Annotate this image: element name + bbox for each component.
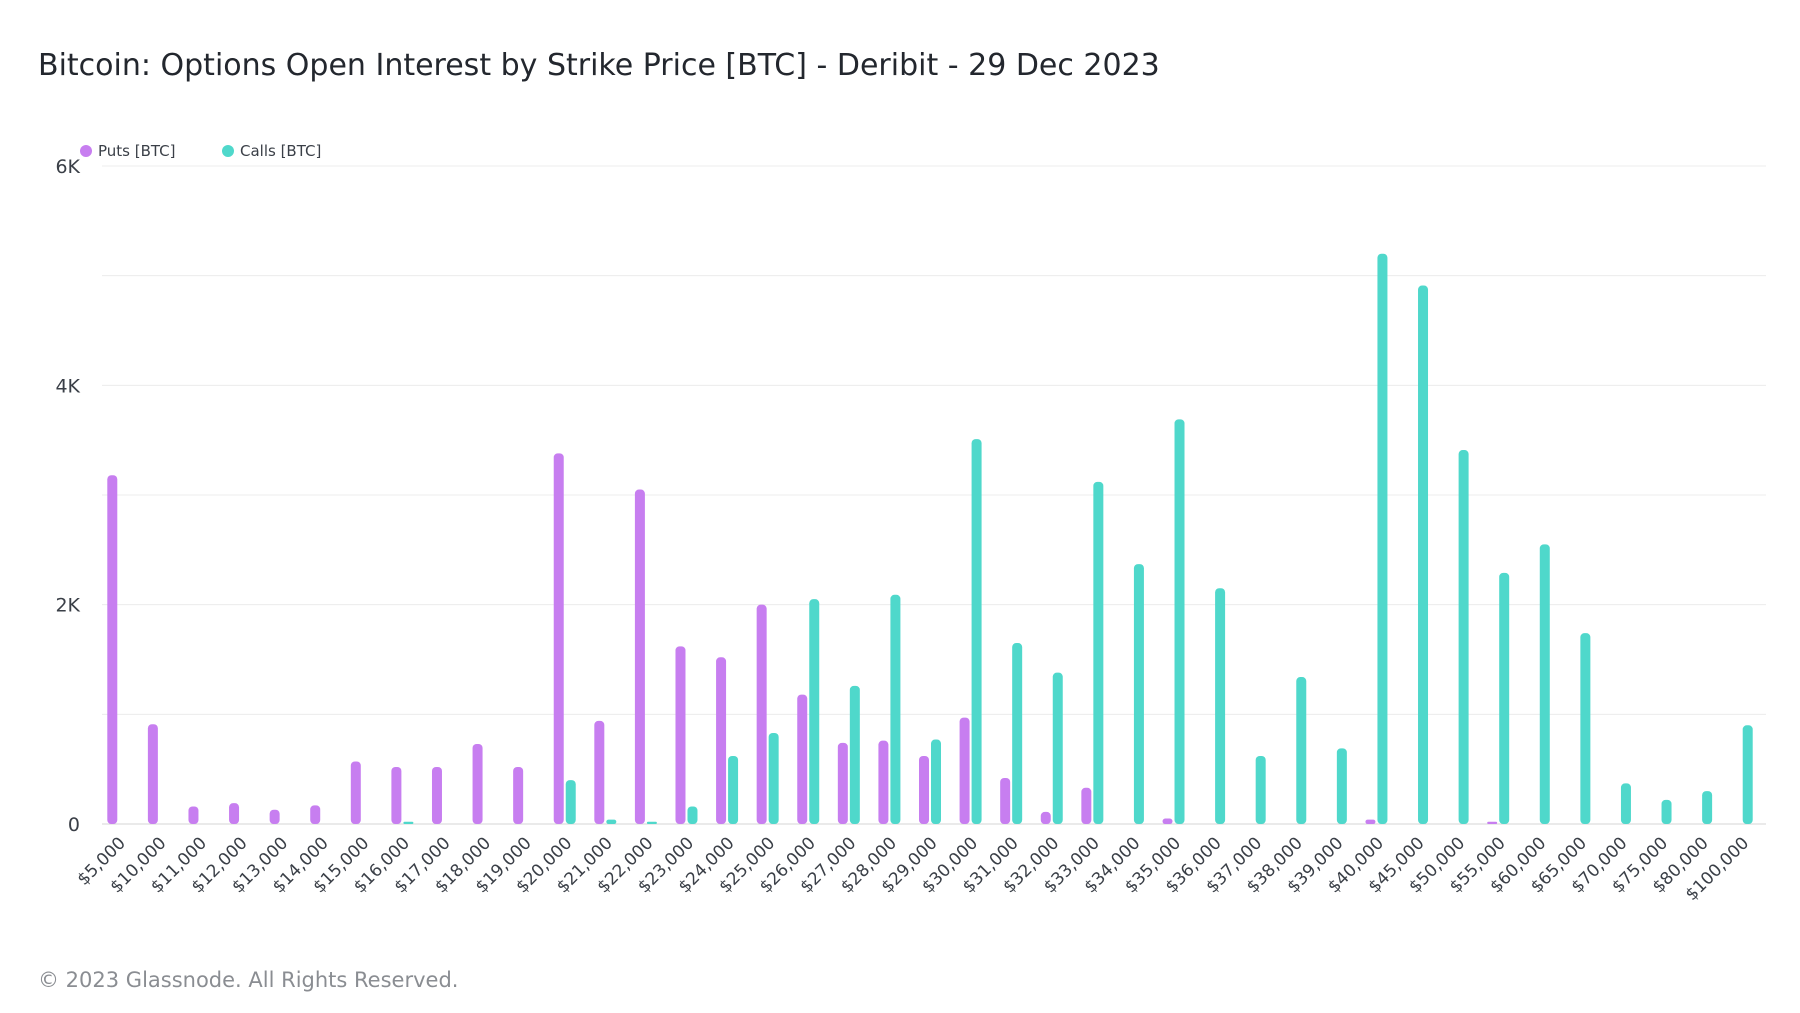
calls-bar	[1458, 450, 1469, 824]
calls-bar	[1174, 419, 1185, 824]
calls-bar	[1336, 748, 1347, 824]
calls-bar	[1215, 588, 1226, 824]
calls-bar	[1012, 643, 1023, 824]
puts-bar	[1040, 811, 1051, 824]
calls-bar	[1661, 799, 1672, 824]
legend-calls-label: Calls [BTC]	[240, 142, 321, 160]
y-tick-label: 4K	[55, 375, 80, 397]
puts-bar	[837, 742, 848, 824]
puts-bar	[959, 717, 970, 824]
puts-bar	[1081, 787, 1092, 824]
puts-bar	[350, 761, 361, 824]
x-axis-ticks: $5,000$10,000$11,000$12,000$13,000$14,00…	[74, 833, 1754, 905]
puts-bar	[310, 805, 321, 824]
legend-puts-label: Puts [BTC]	[98, 142, 176, 160]
calls-bar	[1620, 783, 1631, 824]
copyright-footer: © 2023 Glassnode. All Rights Reserved.	[38, 968, 458, 992]
chart-title: Bitcoin: Options Open Interest by Strike…	[38, 48, 1160, 83]
y-axis-ticks: 0 2K 4K 6K	[55, 156, 80, 836]
puts-bar	[188, 806, 199, 824]
calls-bar	[768, 732, 779, 824]
calls-bar	[890, 594, 901, 824]
calls-bar	[687, 806, 698, 824]
puts-bar	[472, 743, 483, 824]
y-tick-label: 2K	[55, 595, 80, 617]
puts-bar	[1365, 819, 1376, 824]
calls-bar	[1052, 672, 1063, 824]
calls-bar	[1377, 253, 1388, 824]
calls-bar	[809, 599, 820, 824]
legend: Puts [BTC] Calls [BTC]	[80, 142, 321, 160]
legend-puts-swatch	[80, 145, 92, 157]
calls-bar	[971, 439, 982, 824]
bars	[107, 253, 1753, 825]
calls-bar	[606, 819, 617, 824]
puts-bar	[919, 756, 929, 824]
y-tick-label: 0	[68, 814, 80, 836]
calls-bar	[1296, 677, 1307, 824]
puts-bar	[634, 489, 645, 824]
puts-bar	[431, 766, 442, 824]
calls-bar	[646, 821, 657, 824]
puts-bar	[513, 766, 524, 824]
calls-bar	[1133, 564, 1144, 824]
puts-bar	[716, 657, 727, 824]
puts-bar	[147, 724, 158, 824]
calls-bar	[1255, 756, 1266, 824]
puts-bar	[594, 720, 605, 824]
calls-bar	[849, 685, 860, 824]
puts-bar	[1162, 818, 1173, 824]
calls-bar	[1093, 481, 1104, 824]
puts-bar	[1487, 821, 1498, 824]
puts-bar	[107, 475, 118, 824]
puts-bar	[553, 453, 564, 824]
y-tick-label: 6K	[55, 156, 80, 178]
calls-bar	[931, 739, 941, 824]
calls-bar	[1742, 725, 1753, 824]
calls-bar	[1418, 285, 1429, 825]
puts-bar	[391, 766, 402, 824]
calls-bar	[1580, 633, 1591, 824]
calls-bar	[728, 756, 739, 824]
calls-bar	[1499, 572, 1510, 824]
puts-bar	[797, 694, 808, 824]
puts-bar	[1000, 777, 1011, 824]
puts-bar	[756, 604, 767, 824]
calls-bar	[403, 821, 414, 824]
puts-bar	[229, 803, 240, 824]
puts-bar	[878, 740, 889, 824]
puts-bar	[269, 809, 280, 824]
calls-bar	[565, 780, 576, 824]
puts-bar	[675, 646, 686, 824]
calls-bar	[1539, 544, 1550, 824]
calls-bar	[1702, 791, 1713, 824]
legend-calls-swatch	[222, 145, 234, 157]
gridlines	[102, 165, 1766, 825]
